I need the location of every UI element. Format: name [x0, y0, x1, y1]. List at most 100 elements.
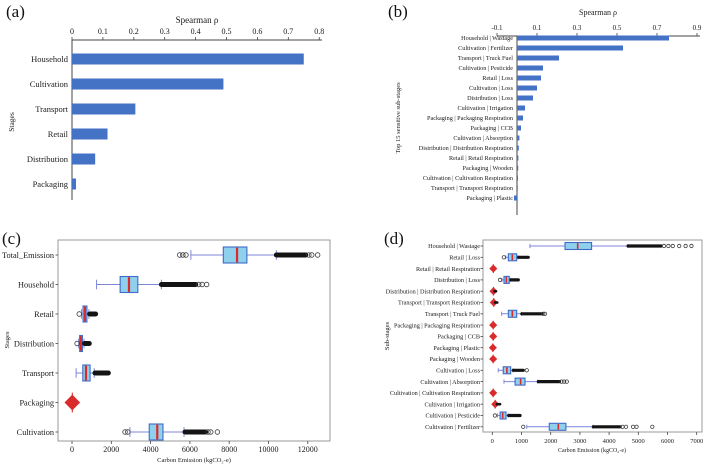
- x-tick-label: 2000: [103, 445, 119, 454]
- bar: [517, 65, 543, 71]
- category-label: Cultivation | Fertilizer: [458, 45, 513, 52]
- bar: [72, 153, 96, 165]
- axis-title: Spearman ρ: [176, 15, 219, 25]
- category-label: Packaging | CCB: [471, 125, 514, 132]
- x-tick-label: 6000: [661, 438, 674, 445]
- outlier-circle: [670, 243, 675, 249]
- x-tick-label: 10000: [259, 445, 279, 454]
- category-label: Transport | Truck Fuel: [458, 55, 513, 62]
- outlier-circle: [630, 424, 636, 429]
- category-label: Distribution | Loss: [467, 95, 514, 102]
- x-tick-label: 1000: [515, 438, 528, 445]
- x-tick-label: 0.7: [283, 27, 293, 36]
- flier-diamond: [489, 354, 498, 364]
- flier-diamond: [489, 321, 498, 330]
- outlier-circle: [501, 255, 506, 260]
- x-axis-title: Carbon Emission (kgCO₂-e): [558, 447, 626, 454]
- x-tick-label: 0.7: [653, 24, 662, 32]
- plot-frame: [482, 239, 703, 433]
- y-axis-title: Stages: [7, 112, 16, 132]
- outlier-circle: [683, 243, 688, 249]
- flier-diamond: [491, 400, 500, 409]
- category-label: Total_Emission: [2, 251, 55, 260]
- bar: [517, 55, 559, 61]
- x-tick-label: 0: [491, 438, 494, 445]
- category-label: Packaging | Packaging Respiration: [427, 115, 513, 122]
- category-label: Cultivation | Pesticide: [425, 413, 480, 420]
- panel-label-b: (b): [388, 2, 408, 21]
- outlier-circle: [314, 252, 321, 258]
- x-tick-label: 0: [70, 27, 74, 36]
- outlier-circle: [74, 340, 80, 347]
- category-label: Cultivation | Absorption: [420, 379, 480, 386]
- category-label: Distribution | Distribution Respiration: [386, 288, 480, 295]
- category-label: Packaging | Wooden: [430, 356, 480, 363]
- outlier-circle: [677, 243, 682, 249]
- category-label: Packaging | Plastic: [433, 345, 480, 352]
- x-tick-label: 3000: [573, 438, 586, 445]
- outlier-circle: [542, 311, 548, 316]
- bar: [72, 78, 224, 90]
- category-label: Retail | Retail Respiration: [449, 155, 513, 162]
- plot-frame: [57, 239, 331, 442]
- bar: [514, 195, 517, 201]
- x-tick-label: 6000: [182, 445, 198, 454]
- outlier-circle: [203, 281, 210, 288]
- outlier-circle: [541, 311, 546, 316]
- bar: [517, 135, 520, 141]
- box: [148, 423, 164, 441]
- x-tick-label: 0: [70, 445, 74, 454]
- bar: [72, 103, 136, 115]
- outlier-circle: [196, 281, 202, 288]
- category-label: Transport | Transport Respiration: [398, 300, 480, 307]
- chart-a-spearman-stages-bar: Spearman ρ 0 0.1 0.2 0.3 0.4 0.5 0.6 0.7 0.8 House…: [7, 15, 324, 200]
- outlier-circle: [306, 252, 312, 258]
- x-axis-title: Carbon Emission (kgCO₂-e): [157, 457, 231, 464]
- x-tick-label: -0.1: [491, 24, 503, 32]
- category-label: Distribution | Distribution Respiration: [419, 145, 513, 152]
- outlier-circle: [689, 243, 694, 249]
- category-label: Packaging | Plastic: [466, 195, 513, 202]
- box: [222, 246, 248, 264]
- outlier-circle: [76, 311, 82, 317]
- x-tick-label: 0.6: [252, 27, 262, 36]
- bar: [517, 95, 533, 101]
- category-label: Household | Wastage: [461, 35, 513, 42]
- bar: [517, 45, 623, 51]
- panel-label-a: (a): [6, 2, 25, 21]
- outlier-circle: [492, 413, 498, 418]
- category-label: Packaging | Packaging Respiration: [394, 322, 480, 329]
- outlier-circle: [634, 424, 639, 429]
- category-label: Transport: [35, 104, 68, 114]
- x-tick-label: 2000: [544, 438, 557, 445]
- flier-diamond: [489, 388, 498, 397]
- flier-diamond: [489, 332, 498, 341]
- bar: [517, 125, 521, 131]
- category-label: Cultivation | Cultivation Respiration: [390, 390, 480, 397]
- bar: [72, 178, 77, 190]
- outlier-circle: [176, 252, 183, 258]
- category-label: Cultivation | Loss: [469, 85, 513, 92]
- bar: [517, 105, 525, 111]
- x-tick-label: 0.9: [693, 24, 702, 32]
- chart-b-spearman-substages-bar: Spearman ρ -0.1 0.1 0.3 0.5 0.7 0.9 Household |…: [395, 8, 702, 215]
- outlier-circle: [623, 424, 629, 429]
- outlier-circle: [564, 379, 569, 384]
- category-label: Cultivation | Fertilizer: [425, 424, 480, 431]
- x-tick-label: 12000: [298, 445, 318, 454]
- bar: [517, 85, 537, 91]
- category-label: Packaging: [19, 398, 54, 407]
- outlier-circle: [559, 379, 564, 384]
- category-label: Household: [18, 280, 55, 289]
- flier-diamond: [64, 394, 81, 411]
- x-tick-label: 0.5: [222, 27, 232, 36]
- category-label: Cultivation: [30, 79, 69, 89]
- x-tick-label: 0.4: [191, 27, 201, 36]
- category-label: Cultivation | Pesticide: [458, 65, 513, 72]
- outlier-circle: [521, 424, 526, 429]
- outlier-circle: [205, 429, 211, 435]
- y-axis-title: Top 15 sensitive sub-stages: [395, 82, 402, 154]
- x-tick-label: 0.1: [533, 24, 542, 32]
- axis-title: Spearman ρ: [579, 8, 617, 17]
- category-label: Retail | Retail Respiration: [416, 266, 480, 273]
